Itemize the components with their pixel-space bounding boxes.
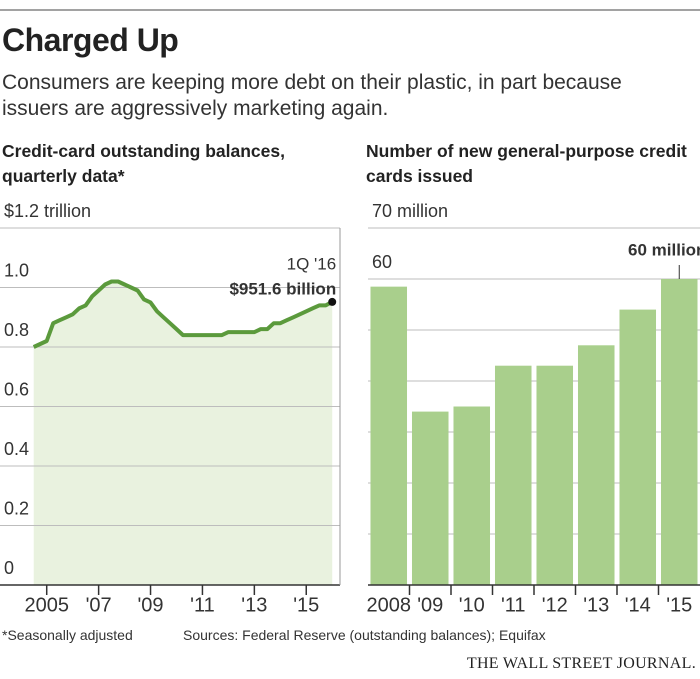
x-tick-label: '15: [666, 594, 692, 616]
bar: [536, 365, 574, 585]
x-tick-label: '13: [241, 594, 267, 616]
x-tick-label: '15: [293, 594, 319, 616]
line: [32, 279, 334, 349]
bar: [453, 406, 491, 585]
y-tick-label: 0.8: [4, 320, 29, 340]
x-tick-label: '11: [501, 594, 526, 616]
x-tick-label: 2008: [367, 594, 412, 616]
x-tick-label: '09: [137, 594, 163, 616]
y-tick-label: 1.0: [4, 260, 29, 280]
x-tick-label: '13: [583, 594, 609, 616]
y-tick-label: 70 million: [372, 201, 448, 221]
annotation: 1Q '16: [287, 254, 337, 273]
credit: THE WALL STREET JOURNAL.: [466, 655, 696, 672]
y-tick-label: 0.6: [4, 379, 29, 399]
bar: [370, 286, 408, 585]
x-tick-label: '09: [417, 594, 443, 616]
chart-title: Credit-card outstanding balances, quarte…: [2, 141, 285, 186]
x-tick-label: '11: [190, 594, 215, 616]
chart-title: Number of new general-purpose credit car…: [366, 141, 687, 186]
y-tick-label: 0.4: [4, 439, 29, 459]
x-tick-label: '07: [86, 594, 112, 616]
page-title: Charged Up: [2, 22, 179, 58]
y-tick-label: 0: [4, 558, 14, 578]
value-label: 60 million: [628, 240, 700, 259]
x-tick-label: '10: [459, 594, 485, 616]
end-point: [328, 297, 337, 306]
bar: [411, 411, 449, 585]
bar: [660, 279, 698, 585]
y-tick-label: $1.2 trillion: [4, 201, 91, 221]
page-subtitle: Consumers are keeping more debt on their…: [2, 71, 622, 120]
bar: [494, 365, 532, 585]
x-tick-label: '14: [625, 594, 651, 616]
x-tick-label: '12: [542, 594, 568, 616]
bar: [619, 309, 657, 585]
y-tick-label: 60: [372, 252, 392, 272]
value-label: $951.6 billion: [229, 279, 336, 298]
source: Sources: Federal Reserve (outstanding ba…: [183, 627, 546, 643]
footnote: *Seasonally adjusted: [2, 627, 133, 643]
x-tick-label: 2005: [24, 594, 69, 616]
area: [33, 281, 333, 585]
y-tick-label: 0.2: [4, 498, 29, 518]
bar: [577, 345, 615, 585]
